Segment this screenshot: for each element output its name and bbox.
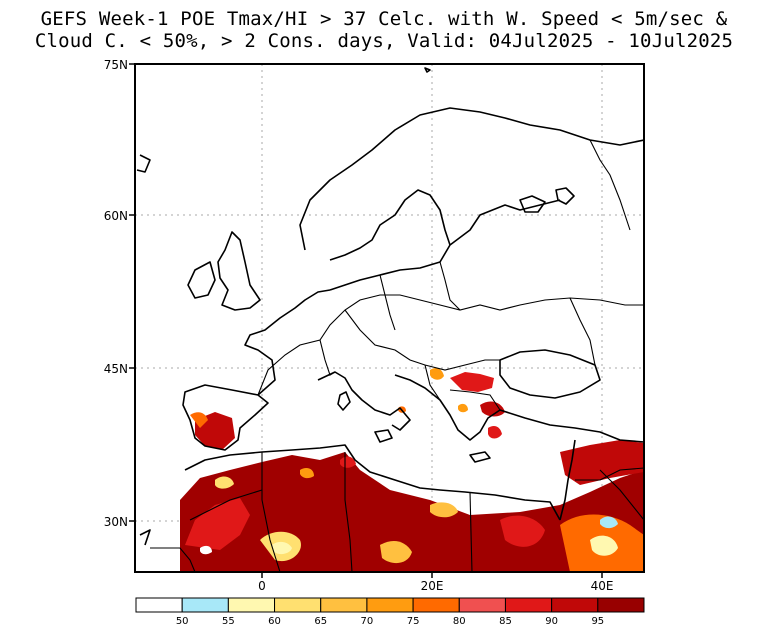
border-serbia — [424, 364, 441, 401]
shade-algeria-pocket-75 — [300, 468, 314, 479]
shade-balkans-90 — [450, 372, 494, 392]
colorbar-swatch — [366, 597, 414, 613]
coast-black-sea — [499, 349, 601, 399]
border-algeria-libya — [344, 452, 353, 572]
coastlines-borders — [136, 67, 644, 546]
shade-middle-east-95 — [560, 440, 644, 485]
shade-balkans-west-75 — [430, 368, 444, 380]
colorbar-swatch — [458, 597, 506, 613]
coast-north-africa — [184, 444, 561, 521]
colorbar-swatch — [597, 597, 645, 613]
border-central-east — [257, 294, 644, 396]
coast-iceland-edge — [136, 154, 151, 173]
colorbar-swatch — [135, 597, 183, 613]
coast-france-benelux — [244, 289, 331, 396]
coast-iberia — [182, 384, 269, 451]
border-russia-finland — [589, 139, 631, 231]
colorbar-swatch — [551, 597, 599, 613]
shade-maghreb-pocket-65 — [215, 476, 234, 489]
coast-svalbard-edge — [424, 67, 431, 73]
axis-ticks — [129, 63, 603, 578]
shade-greece-north-75 — [458, 403, 468, 413]
shade-arabia-pocket-60 — [590, 535, 618, 556]
shade-tunisia-90 — [340, 456, 356, 468]
coast-canaries — [139, 529, 151, 546]
coast-italy — [317, 371, 411, 431]
shade-sahara-west-50 — [200, 545, 212, 555]
colorbar-swatch — [412, 597, 460, 613]
border-libya-egypt — [469, 491, 473, 572]
country-borders — [150, 139, 644, 572]
coast-north-central — [329, 244, 451, 291]
shade-turkey-west-95 — [480, 401, 505, 417]
lon-label-0: 0 — [258, 579, 266, 593]
border-poland-belarus — [439, 261, 461, 311]
shade-iberia-edge-75 — [190, 412, 208, 428]
border-russia-ukraine — [569, 297, 596, 366]
lon-label-40e: 40E — [591, 579, 614, 593]
colorbar-label: 55 — [222, 616, 235, 627]
colorbar-label: 95 — [591, 616, 604, 627]
border-jordan-iraq — [575, 467, 644, 481]
colorbar-label: 70 — [361, 616, 374, 627]
coast-sicily — [374, 429, 393, 443]
lat-label-75n: 75N — [104, 58, 128, 72]
coast-lake-onega — [555, 187, 575, 205]
border-algeria-west — [261, 452, 281, 572]
coast-adriatic-greece — [394, 374, 501, 441]
shade-greece-east-90 — [488, 426, 502, 439]
shade-arabia-pocket-55 — [600, 516, 618, 529]
border-bulgaria-greece — [449, 389, 501, 411]
coast-crete — [469, 451, 491, 463]
coast-sardinia — [337, 391, 351, 411]
lat-label-45n: 45N — [104, 362, 128, 376]
colorbar-label: 50 — [176, 616, 189, 627]
colorbar-swatch — [504, 597, 553, 613]
coast-finland-gulf — [449, 199, 561, 246]
colorbar-swatch — [227, 597, 276, 613]
colorbar-label: 75 — [407, 616, 420, 627]
map-frame — [134, 63, 645, 573]
coast-lake-ladoga — [519, 195, 546, 213]
shade-egypt-90 — [500, 515, 545, 547]
coast-anatolia — [499, 409, 644, 443]
shade-libya-coast-70 — [430, 502, 458, 518]
coast-ireland — [187, 261, 216, 299]
probability-shading — [180, 368, 644, 572]
coast-sweden-baltic — [329, 189, 451, 261]
border-germany-poland — [379, 274, 396, 331]
map-title-line-2: Cloud C. < 50%, > 2 Cons. days, Valid: 0… — [34, 30, 734, 52]
border-austria-balkans — [344, 309, 500, 371]
coast-great-britain — [217, 231, 261, 311]
shade-libya-pocket-70 — [380, 540, 412, 564]
lon-label-20e: 20E — [421, 579, 444, 593]
coast-levant — [559, 439, 576, 521]
colorbar-swatch — [320, 597, 368, 613]
lat-label-30n: 30N — [104, 515, 128, 529]
coast-norway — [299, 107, 644, 251]
colorbar-swatch — [181, 597, 229, 613]
shade-sahara-west-90 — [185, 498, 250, 550]
border-morocco — [189, 489, 263, 521]
border-switzerland-italy — [319, 339, 336, 376]
colorbar-label: 90 — [545, 616, 558, 627]
map-title-line-1: GEFS Week-1 POE Tmax/HI > 37 Celc. with … — [40, 8, 728, 30]
colorbar-swatch — [274, 597, 322, 613]
colorbar-label: 60 — [268, 616, 281, 627]
colorbar-label: 85 — [499, 616, 512, 627]
colorbar-label: 80 — [453, 616, 466, 627]
shade-sahara-pocket-60 — [272, 541, 292, 555]
colorbar-label: 65 — [314, 616, 327, 627]
lat-label-60n: 60N — [104, 209, 128, 223]
border-western-sahara — [150, 547, 196, 572]
colorbar: 50 55 60 65 70 75 80 85 90 95 — [135, 597, 645, 627]
